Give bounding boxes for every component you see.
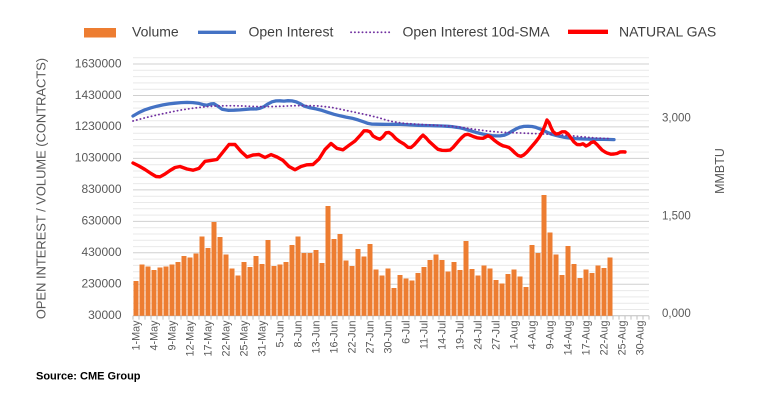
svg-text:25-May: 25-May (239, 320, 251, 357)
svg-text:430000: 430000 (81, 245, 121, 259)
svg-text:9-Aug: 9-Aug (545, 321, 557, 350)
svg-text:Open Interest 10d-SMA: Open Interest 10d-SMA (403, 23, 551, 39)
svg-text:Source: CME Group: Source: CME Group (36, 371, 141, 383)
svg-text:30-Jun: 30-Jun (383, 321, 395, 354)
svg-text:22-May: 22-May (221, 320, 233, 357)
svg-text:25-Aug: 25-Aug (617, 321, 629, 356)
svg-text:1030000: 1030000 (75, 151, 122, 165)
svg-text:8-Jun: 8-Jun (293, 321, 305, 348)
svg-text:11-Jul: 11-Jul (419, 321, 431, 350)
svg-text:OPEN INTEREST / VOLUME (CONTRA: OPEN INTEREST / VOLUME (CONTRACTS) (34, 58, 49, 319)
svg-text:4-May: 4-May (149, 320, 161, 351)
svg-text:30-Aug: 30-Aug (635, 321, 647, 356)
svg-text:0,000: 0,000 (662, 308, 691, 320)
svg-text:27-Jun: 27-Jun (365, 321, 377, 354)
svg-text:1430000: 1430000 (75, 88, 122, 102)
svg-text:17-May: 17-May (203, 320, 215, 357)
svg-text:MMBTU: MMBTU (713, 148, 727, 194)
svg-text:22-Aug: 22-Aug (599, 321, 611, 356)
svg-text:3,000: 3,000 (662, 112, 691, 124)
svg-text:24-Jul: 24-Jul (473, 321, 485, 350)
svg-text:14-Jul: 14-Jul (437, 321, 449, 350)
svg-text:14-Aug: 14-Aug (563, 321, 575, 356)
svg-text:17-Aug: 17-Aug (581, 321, 593, 356)
svg-text:4-Aug: 4-Aug (527, 321, 539, 350)
svg-text:12-May: 12-May (185, 320, 197, 357)
svg-text:830000: 830000 (81, 182, 121, 196)
svg-text:NATURAL GAS: NATURAL GAS (619, 23, 716, 39)
svg-text:27-Jul: 27-Jul (491, 321, 503, 350)
svg-text:9-May: 9-May (167, 320, 179, 351)
svg-text:13-Jun: 13-Jun (311, 321, 323, 354)
svg-text:1-May: 1-May (131, 320, 143, 351)
svg-text:1-Aug: 1-Aug (509, 321, 521, 350)
svg-text:19-Jul: 19-Jul (455, 321, 467, 350)
svg-text:Open Interest: Open Interest (249, 23, 334, 39)
svg-text:30000: 30000 (88, 308, 122, 322)
svg-text:31-May: 31-May (257, 320, 269, 357)
svg-text:5-Jun: 5-Jun (275, 321, 287, 348)
svg-text:1630000: 1630000 (75, 56, 122, 70)
svg-text:630000: 630000 (81, 214, 121, 228)
svg-text:1230000: 1230000 (75, 119, 122, 133)
svg-text:230000: 230000 (81, 277, 121, 291)
svg-text:16-Jun: 16-Jun (329, 321, 341, 354)
svg-text:6-Jul: 6-Jul (401, 321, 413, 344)
svg-text:1,500: 1,500 (662, 210, 691, 222)
svg-text:22-Jun: 22-Jun (347, 321, 359, 354)
svg-text:Volume: Volume (132, 23, 179, 39)
